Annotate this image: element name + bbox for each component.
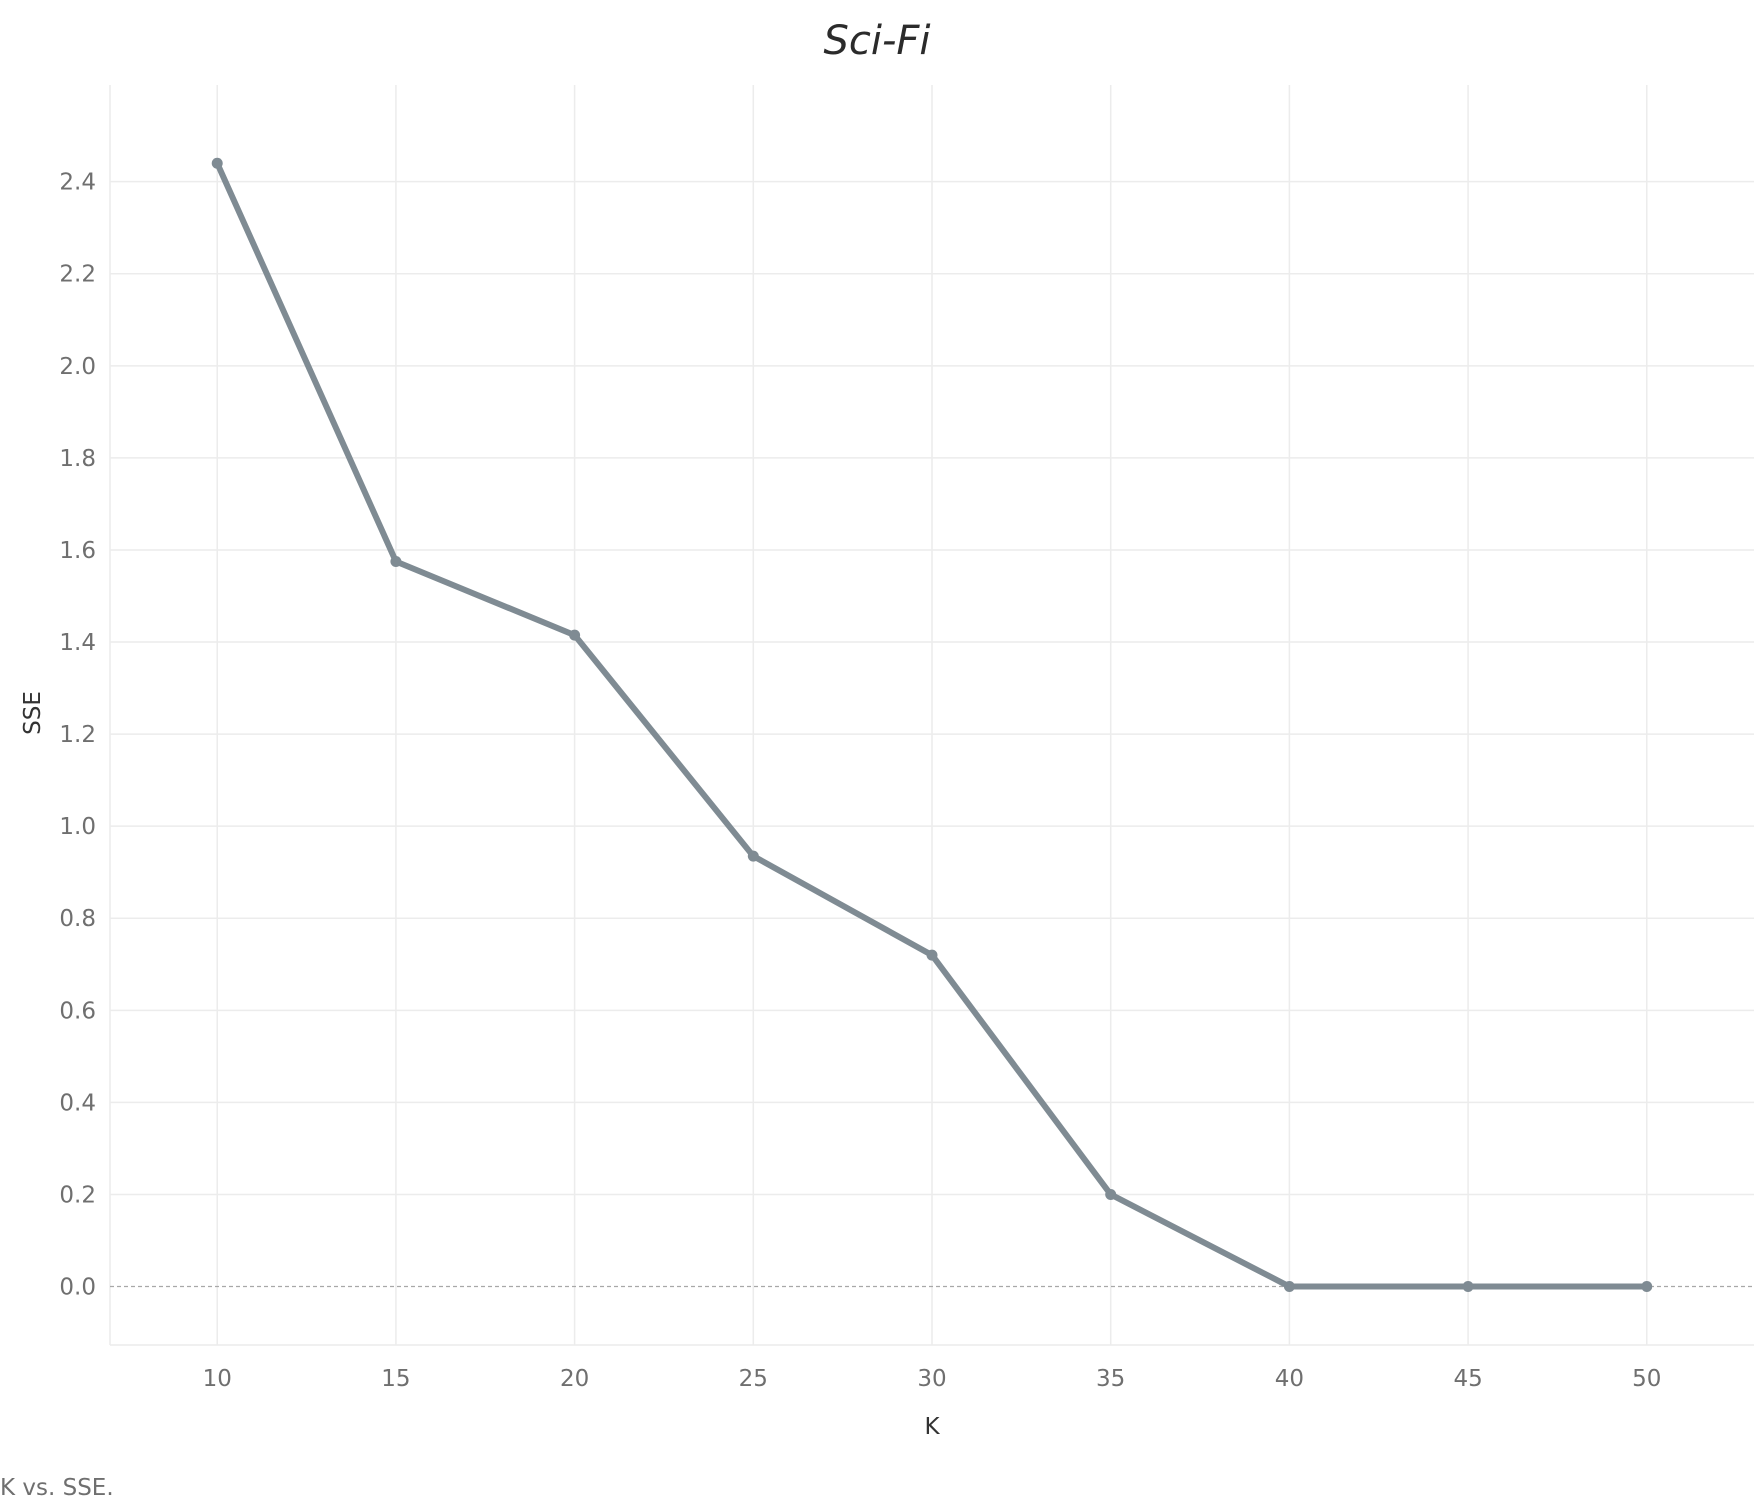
data-point bbox=[747, 850, 759, 862]
y-axis-label: SSE bbox=[20, 691, 46, 735]
x-axis-ticks: 10 15 20 25 30 35 40 45 50 bbox=[203, 1366, 1662, 1392]
y-tick-label: 1.2 bbox=[59, 722, 96, 748]
x-tick-label: 25 bbox=[739, 1366, 768, 1392]
y-tick-label: 2.2 bbox=[59, 262, 96, 288]
grid bbox=[109, 85, 1754, 1346]
y-axis-ticks: 0.0 0.2 0.4 0.6 0.8 1.0 1.2 1.4 1.6 1.8 2.0 2.2 2.4 bbox=[59, 170, 96, 1301]
data-point bbox=[1641, 1281, 1653, 1293]
y-tick-label: 0.6 bbox=[59, 998, 96, 1024]
chart-caption: K vs. SSE. bbox=[0, 1475, 114, 1501]
y-tick-label: 1.6 bbox=[59, 538, 96, 564]
y-tick-label: 0.0 bbox=[59, 1275, 96, 1301]
y-tick-label: 0.8 bbox=[59, 906, 96, 932]
x-tick-label: 15 bbox=[381, 1366, 410, 1392]
data-point bbox=[1283, 1281, 1295, 1293]
x-tick-label: 40 bbox=[1275, 1366, 1304, 1392]
data-point bbox=[390, 555, 402, 567]
x-tick-label: 10 bbox=[203, 1366, 232, 1392]
x-tick-label: 35 bbox=[1096, 1366, 1125, 1392]
x-axis-label: K bbox=[924, 1414, 940, 1440]
x-tick-label: 20 bbox=[560, 1366, 589, 1392]
y-tick-label: 1.0 bbox=[59, 814, 96, 840]
data-point bbox=[1462, 1281, 1474, 1293]
y-tick-label: 1.4 bbox=[59, 630, 96, 656]
data-point bbox=[926, 949, 938, 961]
data-point bbox=[569, 629, 581, 641]
x-tick-label: 45 bbox=[1453, 1366, 1482, 1392]
y-tick-label: 2.4 bbox=[59, 170, 96, 196]
data-point bbox=[211, 157, 223, 169]
data-point bbox=[1105, 1188, 1117, 1200]
data-points bbox=[211, 157, 1653, 1293]
chart-title: Sci-Fi bbox=[823, 18, 930, 64]
x-tick-label: 30 bbox=[917, 1366, 946, 1392]
y-tick-label: 1.8 bbox=[59, 446, 96, 472]
y-tick-label: 0.4 bbox=[59, 1090, 96, 1116]
y-tick-label: 2.0 bbox=[59, 354, 96, 380]
y-tick-label: 0.2 bbox=[59, 1182, 96, 1208]
x-tick-label: 50 bbox=[1632, 1366, 1661, 1392]
